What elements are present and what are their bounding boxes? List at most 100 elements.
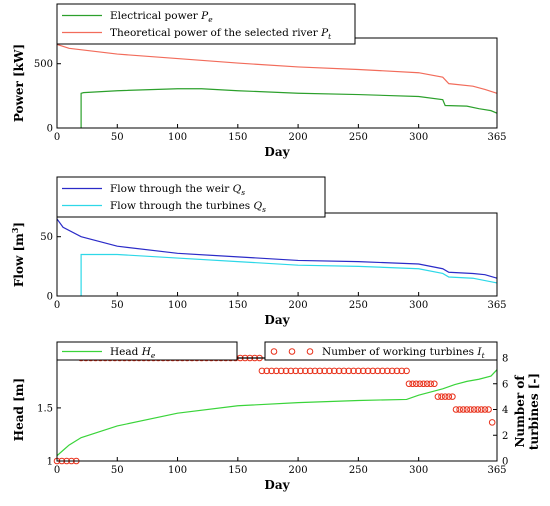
turbines-marker bbox=[292, 367, 299, 375]
turbines-marker bbox=[438, 393, 445, 400]
turbines-marker bbox=[434, 393, 442, 400]
legend-box bbox=[56, 341, 238, 361]
y-axis-label: Head [m] bbox=[12, 378, 26, 441]
x-tick-label: 300 bbox=[409, 465, 428, 476]
legend-label: Electrical power Pe bbox=[110, 10, 213, 24]
x-tick-label: 150 bbox=[228, 465, 247, 476]
x-tick-label: 150 bbox=[228, 132, 247, 143]
turbines-marker bbox=[316, 367, 324, 375]
y2-tick-label: 6 bbox=[502, 379, 508, 390]
series-line-1 bbox=[80, 88, 498, 128]
turbines-marker bbox=[405, 380, 413, 388]
x-tick-label: 250 bbox=[349, 132, 368, 143]
y2-tick-label: 2 bbox=[502, 431, 508, 442]
chart-panel-3: 0 50 100 150 200 250 300 365 1 1.5 0 2 4 6 8 Day Head [m… bbox=[12, 341, 541, 492]
x-tick-label: 365 bbox=[487, 465, 506, 476]
turbines-marker bbox=[268, 367, 275, 375]
legend-marker bbox=[306, 348, 314, 355]
turbines-marker bbox=[330, 367, 338, 375]
chart-panel-1: 0 50 100 150 200 250 300 365 0 500 Day Power [kW] El… bbox=[12, 3, 507, 159]
legend-entry-1: Flow through the weir Qs bbox=[62, 183, 245, 197]
turbines-marker bbox=[388, 367, 396, 375]
legend-entry-2: Theoretical power of the selected river … bbox=[62, 27, 332, 41]
x-tick-label: 200 bbox=[289, 132, 308, 143]
turbines-marker bbox=[474, 406, 482, 413]
turbines-marker bbox=[452, 406, 460, 413]
chart-panel-2: 0 50 100 150 200 250 300 365 0 50 Day Flow [m3] Flow… bbox=[10, 176, 507, 327]
turbines-marker bbox=[311, 367, 319, 375]
turbines-marker bbox=[445, 393, 453, 400]
x-tick-label: 300 bbox=[409, 132, 428, 143]
legend-label: Head He bbox=[110, 346, 156, 360]
turbines-marker bbox=[427, 380, 434, 388]
x-tick-label: 0 bbox=[54, 300, 60, 311]
turbines-marker bbox=[359, 367, 367, 375]
turbines-marker bbox=[273, 367, 280, 375]
x-tick-label: 0 bbox=[54, 465, 60, 476]
x-tick-label: 300 bbox=[409, 300, 428, 311]
turbines-marker bbox=[345, 367, 353, 375]
legend: Flow through the weir Qs Flow through the… bbox=[56, 176, 326, 218]
x-tick-label: 0 bbox=[54, 132, 60, 143]
turbines-marker bbox=[335, 367, 343, 375]
turbines-marker bbox=[441, 393, 449, 400]
legend-label: Flow through the turbines Qs bbox=[110, 200, 266, 214]
series-line-2 bbox=[80, 253, 498, 296]
turbines-marker bbox=[340, 367, 348, 375]
legend-right: Number of working turbines It bbox=[264, 341, 498, 361]
turbines-marker bbox=[277, 367, 285, 375]
turbines-marker bbox=[398, 367, 406, 375]
turbines-marker bbox=[456, 406, 463, 413]
turbines-marker bbox=[326, 367, 333, 375]
turbines-marker bbox=[282, 367, 290, 375]
x-axis-label: Day bbox=[264, 478, 290, 492]
turbines-marker bbox=[379, 367, 386, 375]
legend-entry-1: Electrical power Pe bbox=[62, 10, 213, 24]
turbines-marker bbox=[488, 419, 496, 426]
turbines-marker bbox=[481, 406, 489, 413]
x-tick-label: 365 bbox=[487, 132, 506, 143]
series-line-2 bbox=[56, 43, 498, 94]
y2-tick-label: 0 bbox=[502, 457, 508, 468]
turbines-marker bbox=[350, 367, 357, 375]
turbines-marker bbox=[393, 367, 401, 375]
x-tick-label: 50 bbox=[111, 132, 124, 143]
legend-box bbox=[56, 176, 326, 218]
turbines-marker bbox=[403, 367, 410, 375]
legend-left: Head He bbox=[56, 341, 238, 361]
turbines-marker bbox=[412, 380, 420, 388]
x-tick-label: 200 bbox=[289, 465, 308, 476]
legend-entry-2: Number of working turbines It bbox=[270, 346, 486, 360]
turbines-marker bbox=[374, 367, 381, 375]
turbines-marker bbox=[431, 380, 438, 388]
plot-frame bbox=[56, 37, 498, 129]
y-tick-label: 0 bbox=[47, 292, 53, 303]
turbines-marker bbox=[485, 406, 492, 413]
x-tick-label: 150 bbox=[228, 300, 247, 311]
turbines-marker bbox=[321, 367, 328, 375]
x-tick-label: 365 bbox=[487, 300, 506, 311]
y-tick-label: 50 bbox=[40, 232, 53, 243]
legend-label: Theoretical power of the selected river … bbox=[110, 27, 332, 41]
y2-axis-label: Number ofturbines [-] bbox=[513, 373, 541, 450]
turbines-marker bbox=[297, 367, 304, 375]
y-axis-label: Power [kW] bbox=[12, 44, 26, 122]
turbines-marker bbox=[463, 406, 471, 413]
y2-tick-label: 8 bbox=[502, 354, 508, 365]
legend-entry-2: Flow through the turbines Qs bbox=[62, 200, 266, 214]
legend-box bbox=[56, 3, 356, 45]
turbines-marker bbox=[478, 406, 485, 413]
x-tick-label: 250 bbox=[349, 465, 368, 476]
legend-marker bbox=[270, 348, 278, 355]
legend-marker bbox=[288, 348, 296, 355]
y-tick-label: 1 bbox=[47, 457, 53, 468]
turbines-marker bbox=[287, 367, 295, 375]
legend-entry-1: Head He bbox=[62, 346, 156, 360]
turbines-marker bbox=[355, 367, 362, 375]
series-line-1 bbox=[56, 369, 498, 457]
turbines-marker bbox=[423, 380, 431, 388]
x-tick-label: 100 bbox=[168, 132, 187, 143]
turbines-marker bbox=[467, 406, 474, 413]
turbines-marker bbox=[470, 406, 478, 413]
